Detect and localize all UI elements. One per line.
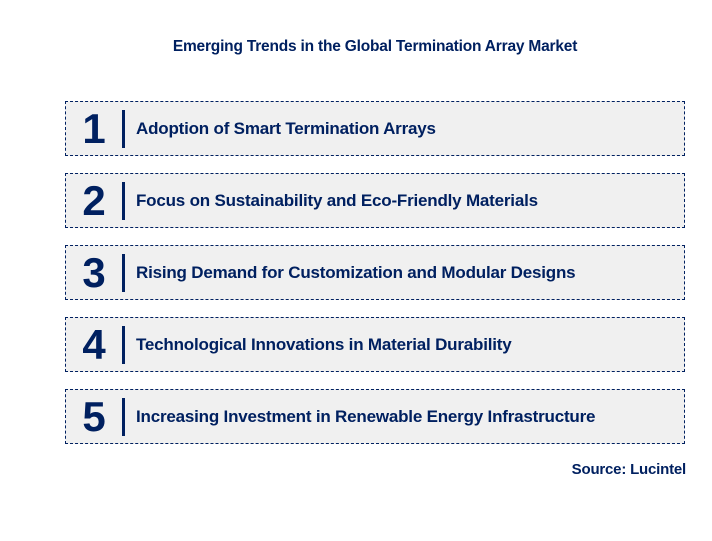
- trend-label: Focus on Sustainability and Eco-Friendly…: [136, 190, 538, 210]
- divider-bar: [122, 325, 125, 364]
- divider-bar: [122, 253, 125, 292]
- trend-number: 5: [82, 392, 106, 440]
- trend-list: 1 Adoption of Smart Termination Arrays 2…: [65, 101, 685, 444]
- page-title: Emerging Trends in the Global Terminatio…: [172, 38, 578, 55]
- trend-label: Increasing Investment in Renewable Energ…: [136, 406, 596, 426]
- trend-label: Rising Demand for Customization and Modu…: [136, 262, 576, 282]
- trend-item-4: 4 Technological Innovations in Material …: [65, 317, 685, 372]
- trend-number: 2: [82, 176, 106, 224]
- trend-number: 4: [82, 320, 106, 368]
- trend-label: Technological Innovations in Material Du…: [136, 334, 512, 354]
- source-attribution: Source: Lucintel: [571, 461, 687, 478]
- divider-bar: [122, 109, 125, 148]
- trend-item-1: 1 Adoption of Smart Termination Arrays: [65, 101, 685, 156]
- divider-bar: [122, 181, 125, 220]
- trend-number: 1: [82, 104, 106, 152]
- trend-item-2: 2 Focus on Sustainability and Eco-Friend…: [65, 173, 685, 228]
- trend-item-3: 3 Rising Demand for Customization and Mo…: [65, 245, 685, 300]
- trend-item-5: 5 Increasing Investment in Renewable Ene…: [65, 389, 685, 444]
- divider-bar: [122, 397, 125, 436]
- trend-label: Adoption of Smart Termination Arrays: [136, 118, 436, 138]
- trend-number: 3: [82, 248, 106, 296]
